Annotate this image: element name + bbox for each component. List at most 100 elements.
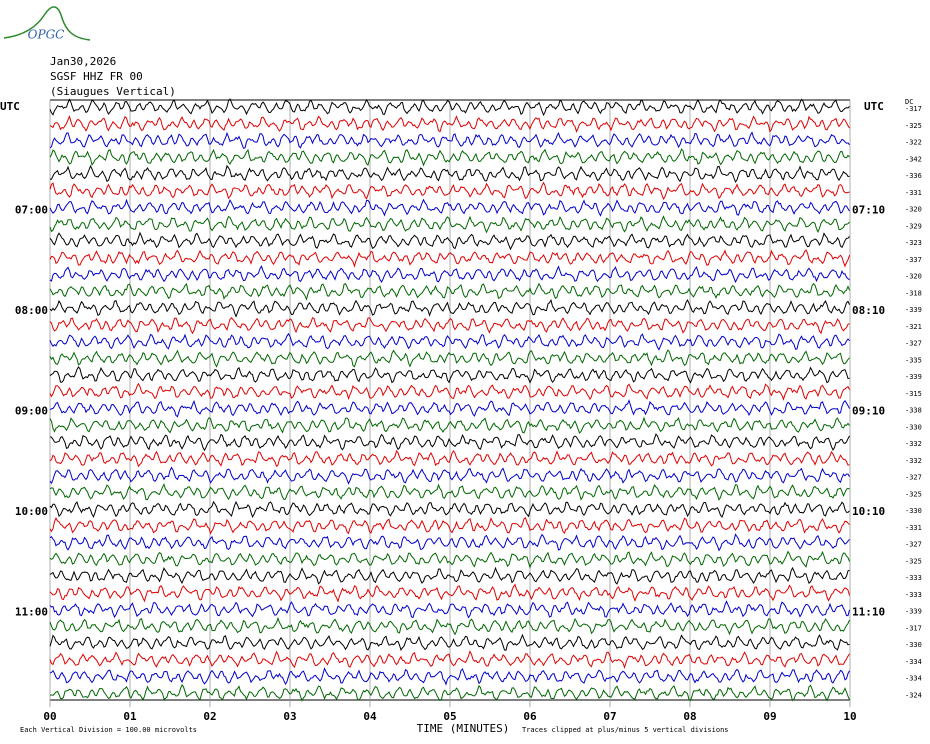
dc-offset: -330 — [905, 423, 922, 431]
dc-offset: -342 — [905, 155, 922, 163]
dc-offset: -332 — [905, 440, 922, 448]
dc-offset: -339 — [905, 306, 922, 314]
dc-offset: -317 — [905, 624, 922, 632]
trace — [49, 667, 850, 686]
x-tick-label: 06 — [523, 710, 537, 723]
dc-offset: -317 — [905, 105, 922, 113]
trace — [49, 399, 850, 418]
left-time-label: 07:00 — [15, 204, 48, 217]
trace — [49, 600, 850, 619]
trace — [49, 382, 850, 401]
dc-offset: -338 — [905, 407, 922, 415]
trace — [49, 148, 850, 167]
dc-offset: -322 — [905, 139, 922, 147]
date: Jan30,2026 — [50, 55, 116, 68]
logo-text: OPGC — [28, 28, 65, 42]
trace — [49, 332, 850, 351]
trace — [49, 98, 850, 117]
x-tick-label: 03 — [283, 710, 296, 723]
left-time-label: 09:00 — [15, 405, 48, 418]
dc-offset: -325 — [905, 122, 922, 130]
trace — [49, 500, 850, 518]
dc-offset: -334 — [905, 658, 922, 666]
trace — [49, 231, 850, 251]
dc-offset: -320 — [905, 206, 922, 214]
trace — [49, 249, 850, 268]
trace — [49, 416, 850, 434]
dc-offset: -333 — [905, 591, 922, 599]
trace — [49, 433, 850, 452]
trace — [49, 198, 850, 217]
x-tick-label: 08 — [683, 710, 696, 723]
trace — [49, 616, 850, 636]
left-axis-title: UTC — [0, 100, 20, 113]
right-time-label: 09:10 — [852, 405, 885, 418]
x-tick-label: 10 — [843, 710, 856, 723]
x-tick-label: 02 — [203, 710, 216, 723]
dc-offset: -331 — [905, 189, 922, 197]
trace — [49, 282, 850, 301]
x-tick-label: 04 — [363, 710, 377, 723]
trace — [49, 164, 850, 183]
dc-offset: -330 — [905, 641, 922, 649]
dc-offset: -334 — [905, 675, 922, 683]
trace — [49, 483, 850, 501]
left-time-label: 11:00 — [15, 606, 48, 619]
dc-offset: -330 — [905, 507, 922, 515]
dc-offset: -318 — [905, 289, 922, 297]
left-time-label: 08:00 — [15, 304, 48, 317]
dc-offset: -333 — [905, 574, 922, 582]
dc-offset: -335 — [905, 356, 922, 364]
trace — [49, 317, 850, 335]
trace — [50, 684, 850, 702]
dc-offset: -325 — [905, 557, 922, 565]
trace — [49, 533, 850, 552]
dc-offset: -332 — [905, 457, 922, 465]
x-tick-label: 07 — [603, 710, 616, 723]
dc-title: DC — [905, 98, 913, 106]
trace — [49, 583, 850, 603]
x-tick-label: 00 — [43, 710, 56, 723]
dc-offset: -337 — [905, 256, 922, 264]
location: (Siaugues Vertical) — [50, 85, 176, 98]
right-time-label: 10:10 — [852, 505, 885, 518]
right-time-label: 11:10 — [852, 606, 885, 619]
trace — [49, 265, 850, 284]
x-axis-title: TIME (MINUTES) — [417, 722, 510, 735]
right-time-label: 07:10 — [852, 204, 885, 217]
trace — [49, 215, 850, 234]
x-tick-label: 05 — [443, 710, 456, 723]
dc-offset: -324 — [905, 691, 922, 699]
trace — [49, 466, 850, 485]
trace — [49, 550, 850, 569]
dc-offset: -325 — [905, 490, 922, 498]
dc-offset: -331 — [905, 524, 922, 532]
dc-offset: -327 — [905, 340, 922, 348]
dc-offset: -327 — [905, 541, 922, 549]
trace — [49, 516, 850, 535]
dc-offset: -321 — [905, 323, 922, 331]
dc-offset: -315 — [905, 390, 922, 398]
clip-note: Traces clipped at plus/minus 5 vertical … — [522, 726, 729, 734]
logo-curve — [3, 6, 91, 41]
x-tick-label: 09 — [763, 710, 776, 723]
trace — [49, 131, 850, 149]
trace — [49, 181, 850, 201]
trace — [49, 566, 850, 585]
trace — [49, 115, 850, 134]
station: SGSF HHZ FR 00 — [50, 70, 143, 83]
trace — [49, 449, 850, 468]
scale-note: Each Vertical Division = 100.00 microvol… — [20, 726, 197, 734]
trace — [49, 633, 850, 652]
dc-offset: -329 — [905, 222, 922, 230]
x-tick-label: 01 — [123, 710, 137, 723]
trace — [49, 298, 850, 318]
dc-offset: -320 — [905, 273, 922, 281]
left-time-label: 10:00 — [15, 505, 48, 518]
dc-offset: -327 — [905, 474, 922, 482]
right-axis-title: UTC — [864, 100, 884, 113]
dc-offset: -339 — [905, 608, 922, 616]
dc-offset: -323 — [905, 239, 922, 247]
trace — [49, 650, 850, 670]
